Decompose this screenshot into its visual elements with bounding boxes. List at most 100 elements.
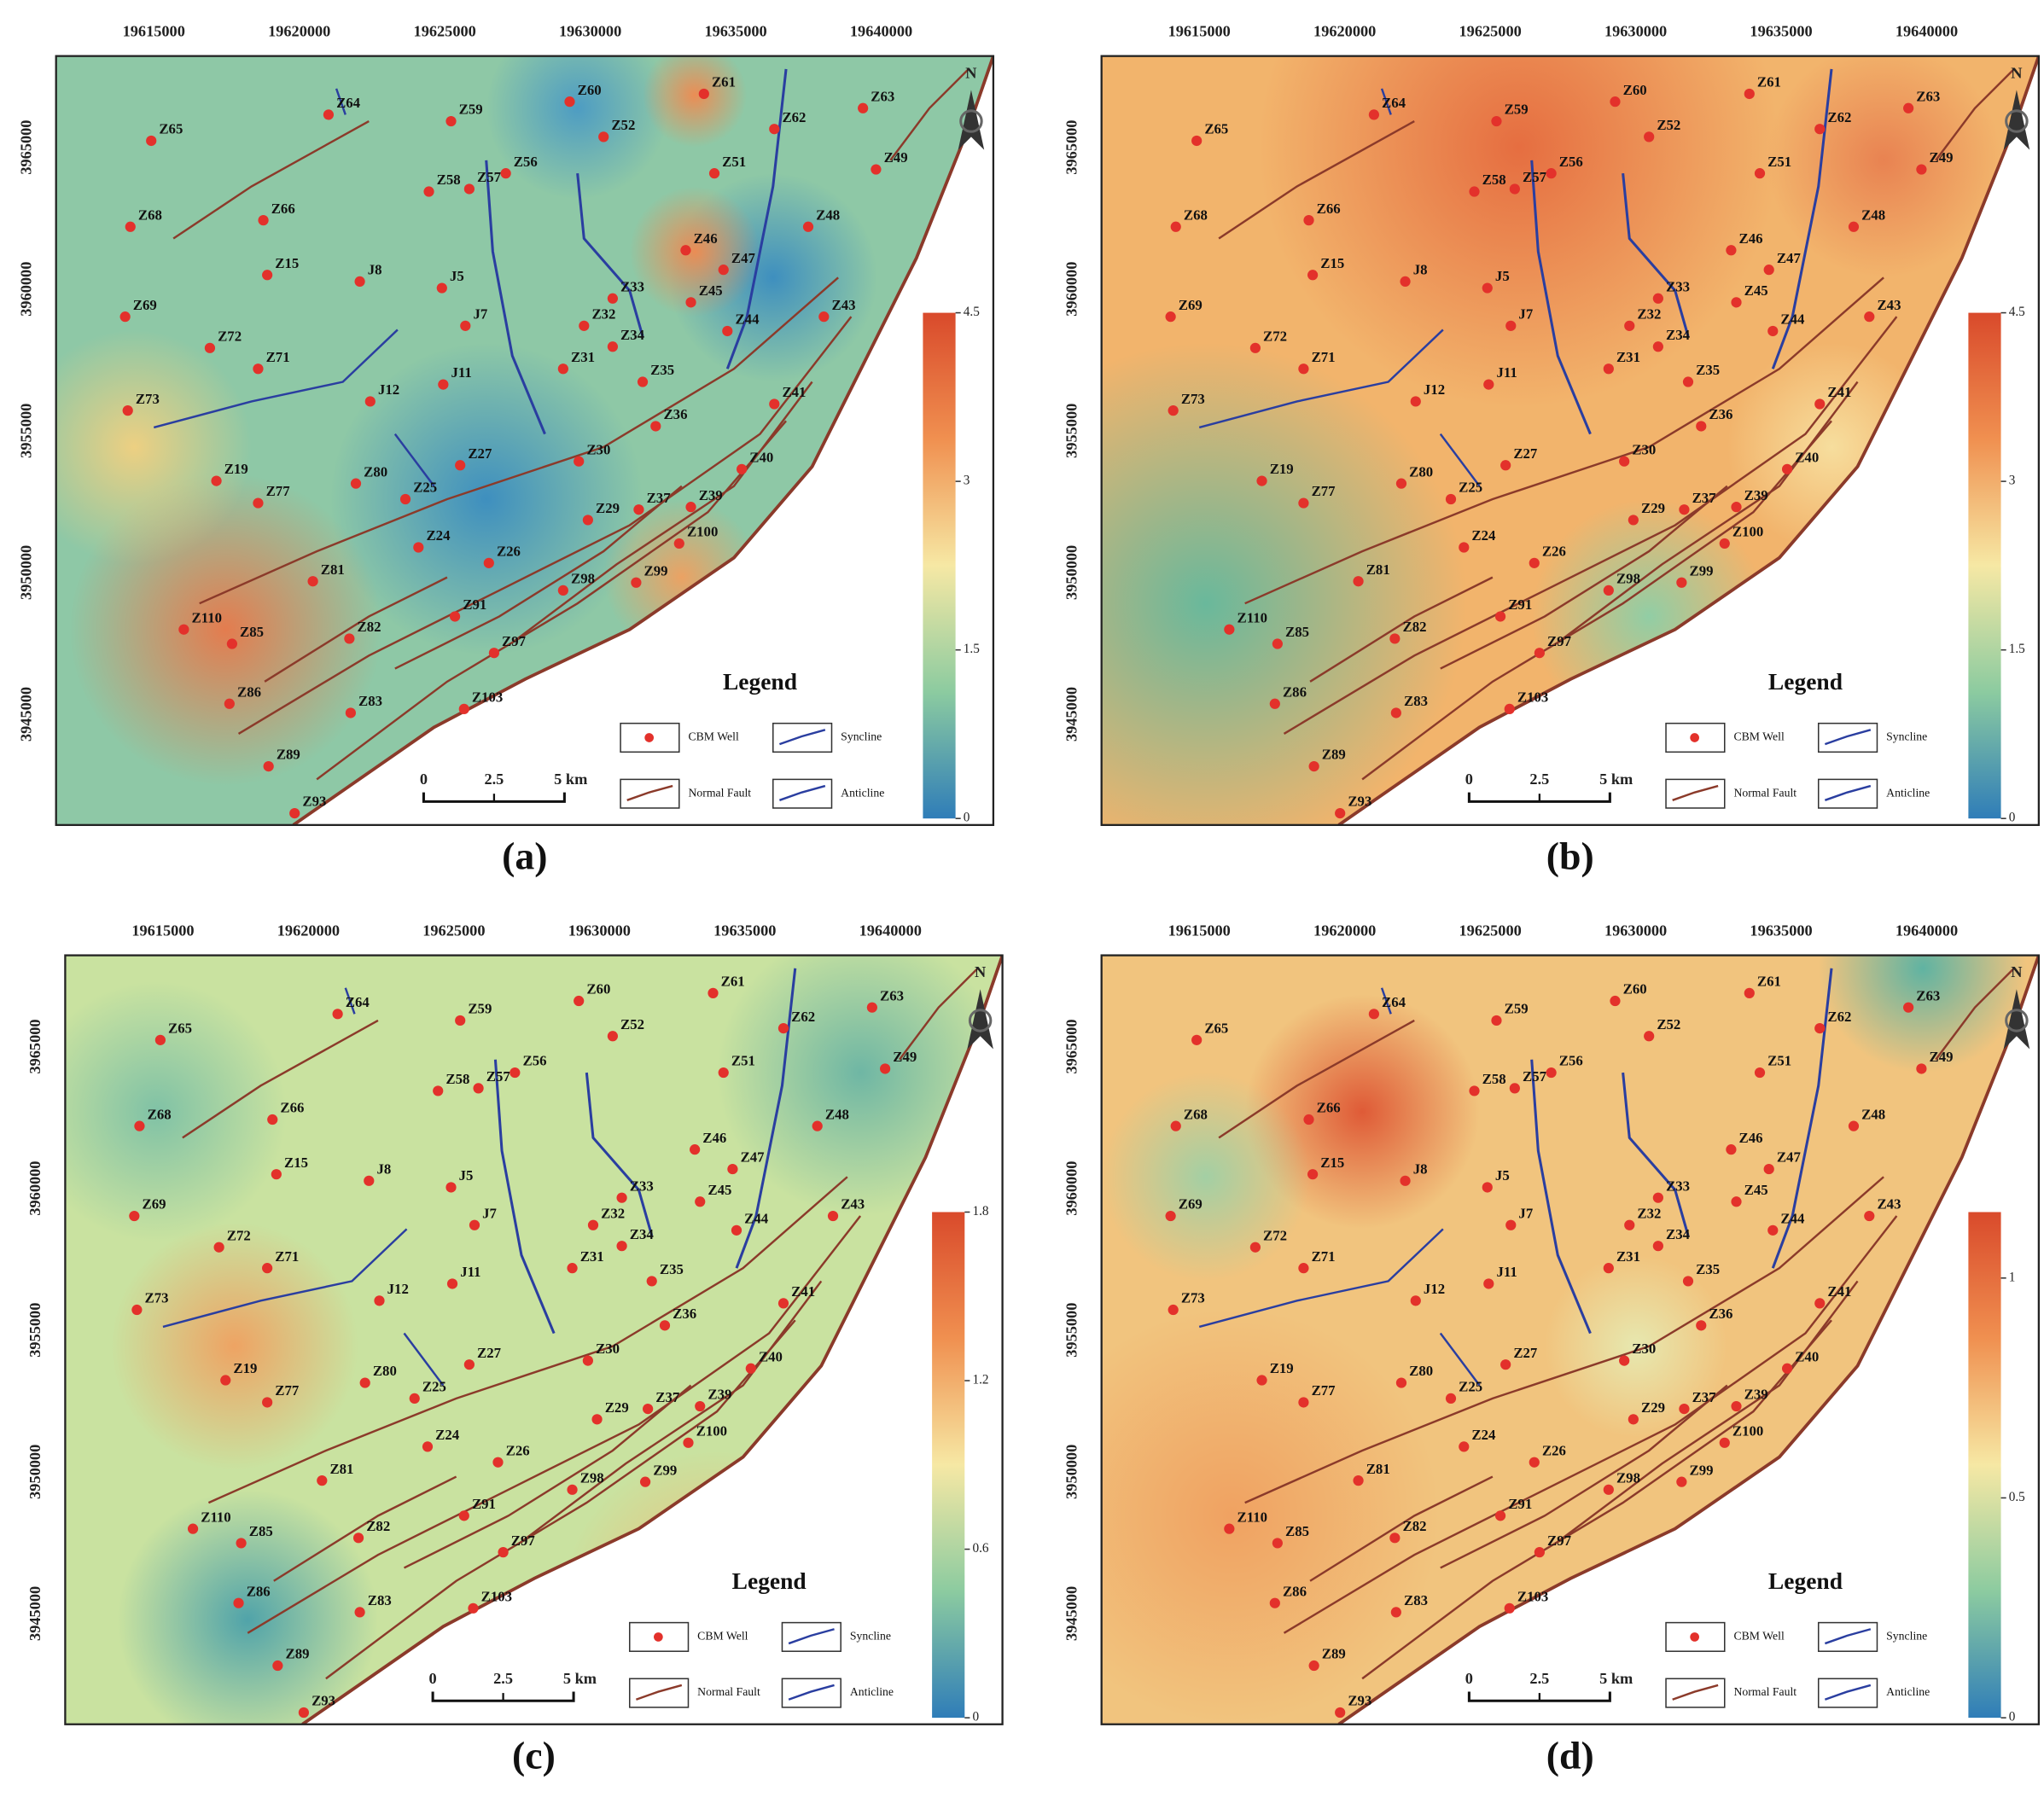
well-label: J12 bbox=[1424, 381, 1445, 398]
scale-label: 2.5 bbox=[484, 771, 504, 788]
well-label: Z61 bbox=[1757, 74, 1781, 90]
well-label: Z97 bbox=[502, 633, 526, 649]
well-label: Z99 bbox=[1690, 562, 1714, 579]
x-tick-label: 19620000 bbox=[268, 22, 330, 39]
cbm-well bbox=[1400, 276, 1411, 288]
legend-symbol bbox=[772, 778, 833, 809]
cbm-well bbox=[1307, 1169, 1319, 1180]
well-label: Z24 bbox=[426, 527, 451, 544]
cbm-well bbox=[1696, 1320, 1707, 1331]
cbm-well bbox=[1652, 341, 1663, 352]
cbm-well bbox=[332, 1009, 343, 1020]
cbm-well bbox=[1353, 1475, 1364, 1486]
x-tick-label: 19635000 bbox=[1750, 22, 1812, 39]
cbm-well bbox=[1168, 405, 1179, 416]
well-label: Z52 bbox=[1657, 1016, 1680, 1032]
legend-line bbox=[778, 784, 826, 801]
well-label: Z48 bbox=[825, 1106, 849, 1122]
cbm-well bbox=[1628, 1414, 1639, 1425]
cbm-well bbox=[445, 1182, 457, 1193]
surface-blob bbox=[1101, 342, 1467, 825]
colorbar-tick-label: 1.5 bbox=[2009, 642, 2025, 656]
well-label: Z49 bbox=[1930, 149, 1954, 166]
colorbar-tick-label: 1.2 bbox=[972, 1373, 988, 1387]
cbm-well bbox=[1505, 1219, 1517, 1230]
legend-line bbox=[788, 1684, 835, 1701]
x-tick-label: 19625000 bbox=[1459, 22, 1522, 39]
cbm-well bbox=[1298, 364, 1309, 375]
y-tick-label: 3965000 bbox=[17, 120, 34, 175]
scale-label: 2.5 bbox=[1529, 771, 1549, 788]
well-label: Z29 bbox=[1641, 1399, 1665, 1416]
cbm-well bbox=[1410, 1295, 1421, 1306]
normal-fault bbox=[1440, 485, 1728, 670]
cbm-well bbox=[422, 1441, 434, 1452]
well-label: Z62 bbox=[782, 109, 806, 125]
well-label: Z27 bbox=[1513, 445, 1537, 462]
cbm-well bbox=[119, 311, 131, 323]
well-label: Z19 bbox=[1270, 1360, 1294, 1376]
well-label: Z41 bbox=[782, 384, 806, 400]
cbm-well bbox=[1307, 270, 1319, 281]
cbm-well bbox=[345, 707, 357, 718]
well-label: Z51 bbox=[731, 1053, 755, 1069]
well-label: Z68 bbox=[1184, 1106, 1208, 1122]
cbm-well bbox=[1814, 398, 1826, 410]
cbm-well bbox=[131, 1304, 143, 1316]
well-label: Z60 bbox=[578, 82, 602, 98]
cbm-well bbox=[1303, 1114, 1314, 1125]
normal-fault bbox=[316, 420, 787, 781]
normal-fault bbox=[325, 1319, 796, 1680]
well-label: J7 bbox=[1518, 1205, 1533, 1221]
well-label: Z59 bbox=[1505, 102, 1529, 118]
well-label: Z31 bbox=[580, 1248, 604, 1265]
well-label: J7 bbox=[1518, 305, 1533, 322]
well-label: Z24 bbox=[435, 1427, 460, 1443]
cbm-well bbox=[1676, 1476, 1687, 1487]
well-label: Z57 bbox=[486, 1068, 510, 1085]
legend-line bbox=[635, 1684, 683, 1701]
well-label: Z58 bbox=[1482, 1071, 1506, 1087]
well-label: Z44 bbox=[1780, 311, 1805, 328]
x-tick-label: 19615000 bbox=[123, 22, 185, 39]
well-label: Z81 bbox=[321, 561, 345, 578]
legend-label: Anticline bbox=[1886, 786, 1930, 799]
cbm-well bbox=[598, 131, 609, 142]
well-label: Z86 bbox=[247, 1583, 271, 1599]
well-label: Z30 bbox=[1632, 1341, 1656, 1357]
scale-label: 5 km bbox=[1599, 771, 1633, 788]
surface bbox=[1101, 955, 2039, 1724]
well-label: Z33 bbox=[1666, 1178, 1690, 1194]
syncline bbox=[725, 68, 788, 369]
cbm-well bbox=[1767, 1224, 1779, 1236]
surface-blob bbox=[1544, 1254, 1727, 1438]
cbm-well bbox=[1731, 502, 1742, 513]
normal-fault bbox=[273, 1475, 457, 1582]
legend-title: Legend bbox=[732, 1568, 807, 1594]
cbm-well bbox=[1410, 396, 1421, 407]
cbm-well bbox=[631, 577, 642, 588]
well-label: Z97 bbox=[1547, 633, 1571, 649]
cbm-well bbox=[567, 1484, 578, 1495]
legend-line bbox=[1824, 1628, 1872, 1645]
cbm-well bbox=[683, 1437, 694, 1448]
legend-well bbox=[1690, 733, 1699, 742]
well-label: Z51 bbox=[1767, 1053, 1791, 1069]
colorbar-tick-label: 0.5 bbox=[2009, 1490, 2025, 1504]
surface-blob bbox=[629, 186, 760, 317]
normal-fault bbox=[1361, 420, 1832, 781]
well-label: Z63 bbox=[1916, 88, 1940, 104]
cbm-well bbox=[1303, 215, 1314, 226]
well-label: Z31 bbox=[571, 349, 595, 365]
well-label: Z37 bbox=[647, 490, 671, 506]
cbm-well bbox=[253, 364, 264, 375]
cbm-well bbox=[1308, 1660, 1319, 1672]
cbm-well bbox=[1165, 1210, 1176, 1222]
legend-well bbox=[1690, 1632, 1699, 1642]
cbm-well bbox=[818, 311, 830, 323]
y-tick-label: 3950000 bbox=[17, 545, 34, 600]
legend-line bbox=[1824, 729, 1872, 746]
well-label: Z64 bbox=[1382, 95, 1406, 111]
map-frame bbox=[64, 954, 1004, 1725]
legend-line bbox=[1672, 1684, 1719, 1701]
